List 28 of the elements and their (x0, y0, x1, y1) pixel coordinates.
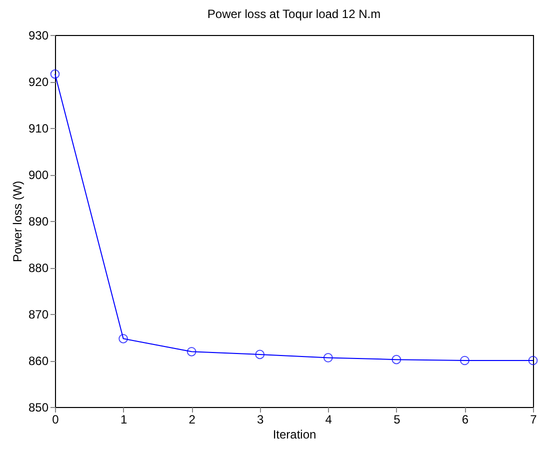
x-tick-label: 0 (52, 412, 60, 426)
y-tick-label: 900 (28, 168, 49, 182)
chart-title: Power loss at Toqur load 12 N.m (207, 7, 381, 21)
point (50, 69, 60, 79)
y-tick-label: 860 (28, 354, 49, 368)
y-tick-label: 880 (28, 261, 49, 275)
x-tick-label: 2 (188, 412, 196, 426)
x-tick-label: 1 (120, 412, 128, 426)
y-tick-label: 870 (28, 308, 49, 322)
x-tick-label: 6 (462, 412, 469, 426)
point (460, 356, 470, 366)
x-tick-label: 4 (325, 412, 332, 426)
y-axis-title: Power loss (W) (10, 180, 24, 262)
y-tick-label: 930 (28, 28, 49, 42)
y-tick-label: 850 (28, 400, 49, 414)
x-tick-label: 5 (394, 412, 401, 426)
y-tick-label: 910 (28, 122, 49, 136)
point (118, 334, 128, 344)
y-tick-label: 890 (28, 214, 49, 228)
point (323, 353, 333, 362)
point (186, 346, 196, 356)
x-axis-title: Iteration (272, 428, 316, 442)
point (528, 356, 538, 366)
x-tick-label: 3 (257, 412, 264, 426)
y-tick-label: 920 (28, 75, 49, 89)
point (392, 354, 402, 364)
x-tick-label: 7 (530, 412, 538, 426)
point (255, 350, 265, 360)
